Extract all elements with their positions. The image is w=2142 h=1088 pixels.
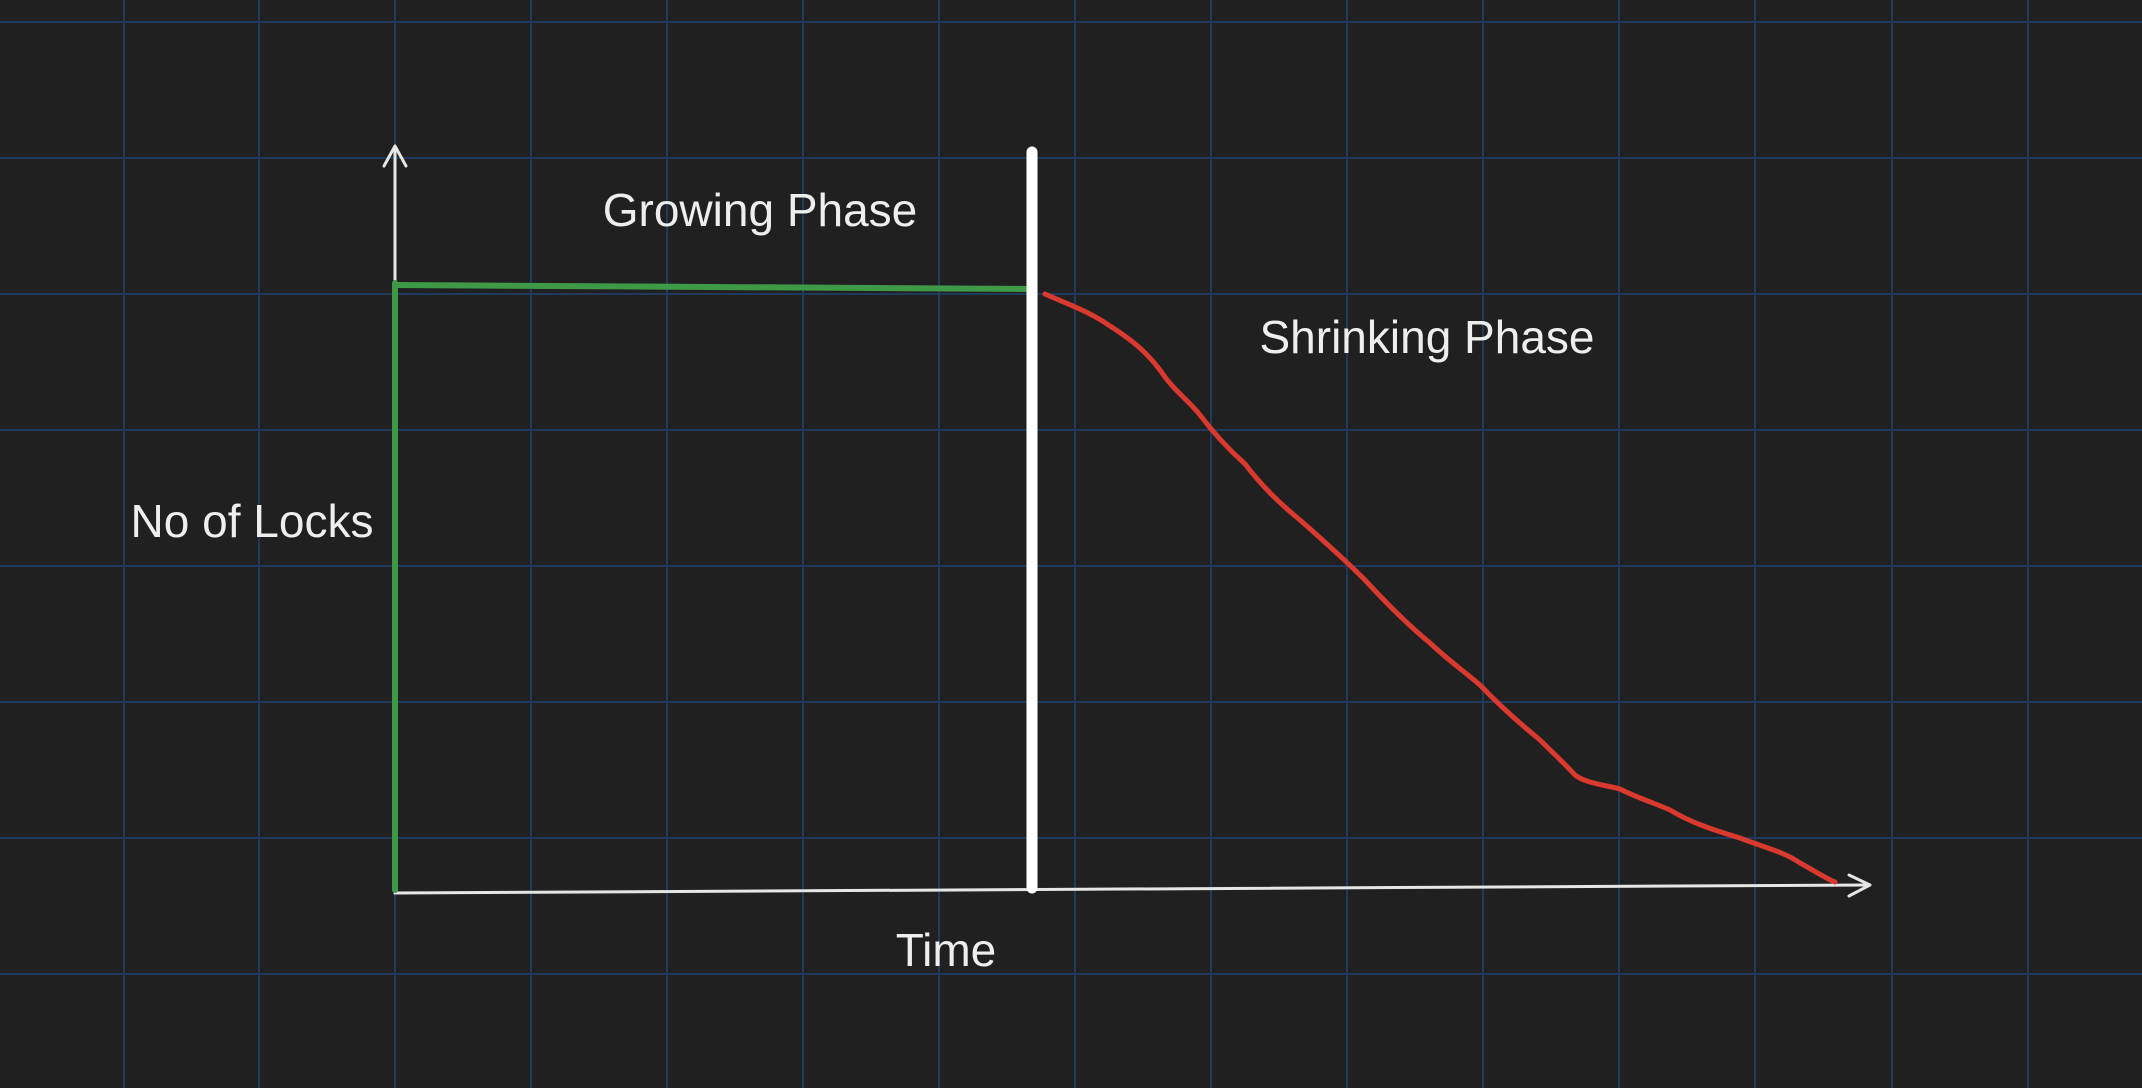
x-axis (393, 873, 1872, 898)
growing-phase-label: Growing Phase (603, 184, 918, 236)
y-axis-arrowhead (382, 144, 408, 168)
y-axis-label: No of Locks (131, 495, 374, 547)
x-axis-arrowhead (1847, 873, 1872, 898)
shrinking-phase-curve (1042, 291, 1838, 885)
x-axis-label: Time (896, 924, 997, 976)
shrinking-phase-label: Shrinking Phase (1260, 311, 1595, 363)
growing-phase-line (392, 280, 1033, 893)
